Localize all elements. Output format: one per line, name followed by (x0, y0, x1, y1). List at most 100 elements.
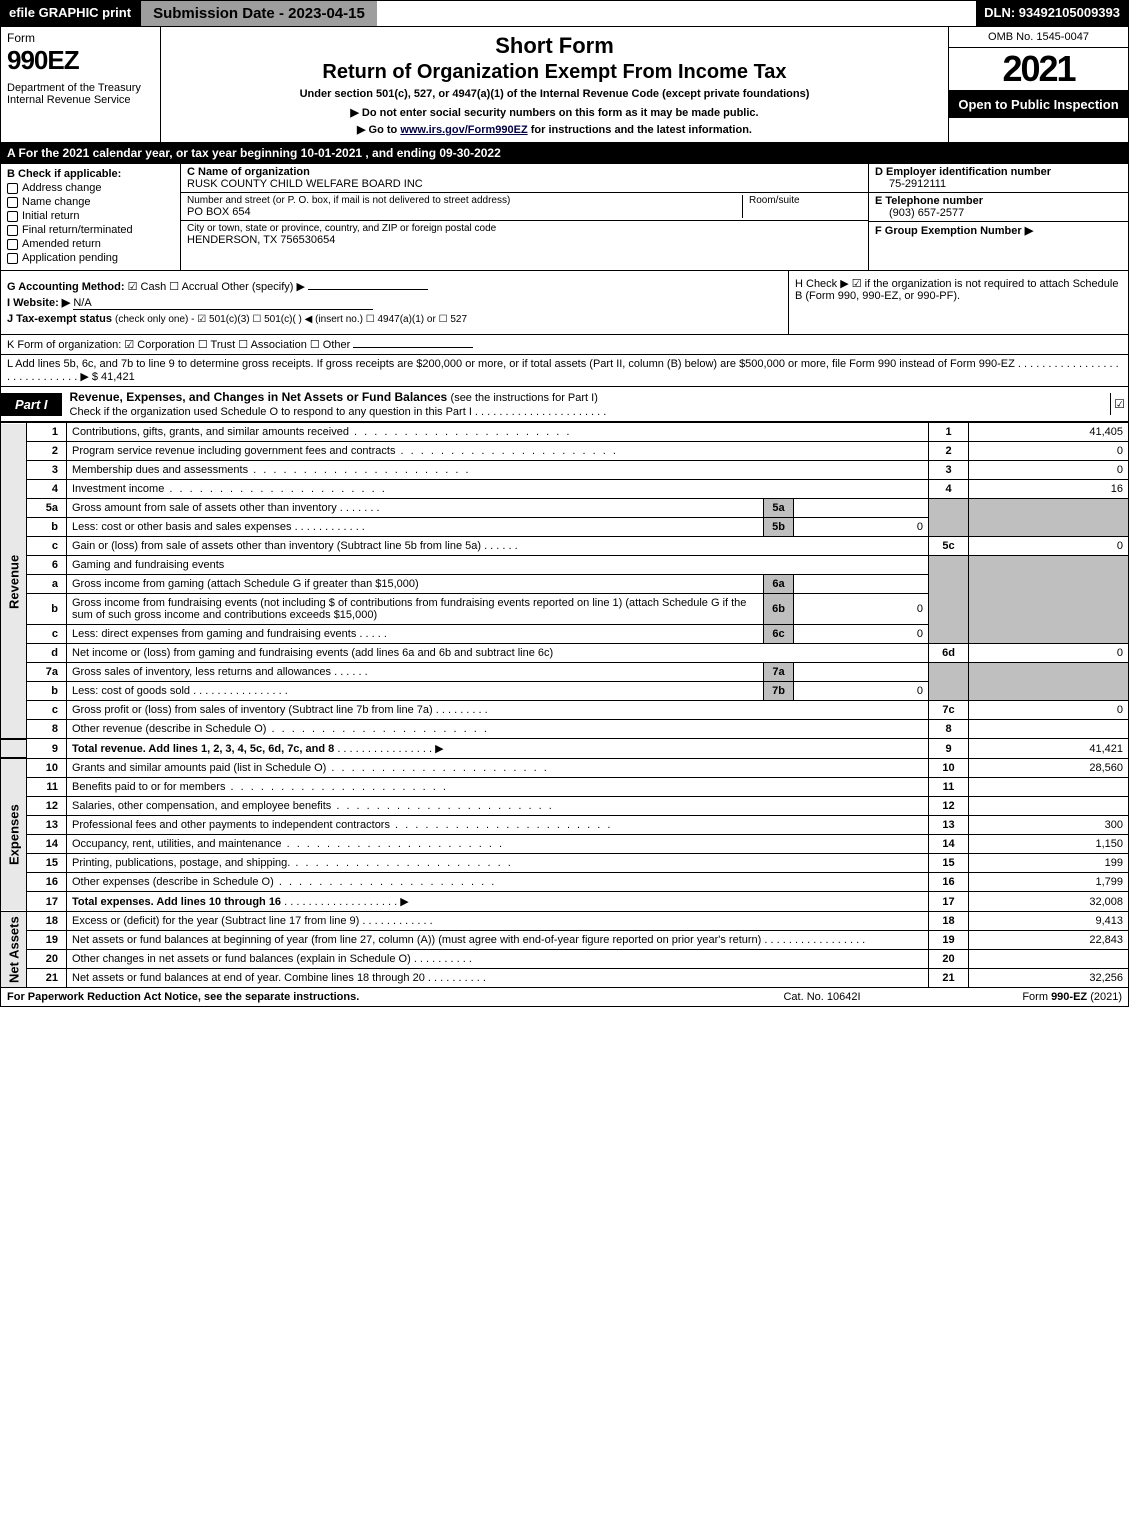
table-row: 2 Program service revenue including gove… (1, 442, 1129, 461)
line-desc: Other changes in net assets or fund bala… (67, 950, 929, 969)
line-rnum: 11 (929, 778, 969, 797)
line-num: a (27, 575, 67, 594)
col-def: D Employer identification number 75-2912… (868, 164, 1128, 270)
section-ghij: G Accounting Method: ☑ Cash ☐ Accrual Ot… (0, 271, 1129, 335)
efile-print-button[interactable]: efile GRAPHIC print (1, 1, 139, 26)
j-options[interactable]: (check only one) - ☑ 501(c)(3) ☐ 501(c)(… (115, 314, 467, 325)
line-desc: Gross income from fundraising events (no… (67, 594, 764, 625)
table-row: 13 Professional fees and other payments … (1, 816, 1129, 835)
table-row: Expenses 10 Grants and similar amounts p… (1, 759, 1129, 778)
footer-form-num: 990-EZ (1051, 991, 1087, 1003)
tax-year: 2021 (949, 48, 1128, 90)
line-num: 1 (27, 423, 67, 442)
city-row: City or town, state or province, country… (181, 221, 868, 270)
g-other[interactable]: Other (specify) ▶ (221, 281, 305, 293)
table-row: 14 Occupancy, rent, utilities, and maint… (1, 835, 1129, 854)
table-row: 15 Printing, publications, postage, and … (1, 854, 1129, 873)
g-other-input[interactable] (308, 289, 428, 290)
line-num: 12 (27, 797, 67, 816)
table-row: 16 Other expenses (describe in Schedule … (1, 873, 1129, 892)
line-desc: Benefits paid to or for members (67, 778, 929, 797)
line-val: 0 (969, 442, 1129, 461)
line-rnum: 17 (929, 892, 969, 912)
line-rnum: 4 (929, 480, 969, 499)
irs-link[interactable]: www.irs.gov/Form990EZ (400, 124, 527, 136)
line-num: 18 (27, 912, 67, 931)
line-val: 1,150 (969, 835, 1129, 854)
line-desc: Grants and similar amounts paid (list in… (67, 759, 929, 778)
line-rnum: 18 (929, 912, 969, 931)
checkbox-icon (7, 225, 18, 236)
footer-form-label: Form (1022, 991, 1051, 1003)
line-desc: Gross sales of inventory, less returns a… (67, 663, 764, 682)
form-word: Form (7, 31, 154, 45)
line-num: c (27, 537, 67, 556)
chk-amended-return[interactable]: Amended return (7, 238, 174, 250)
line-val: 32,008 (969, 892, 1129, 912)
department-label: Department of the Treasury Internal Reve… (7, 82, 154, 106)
chk-final-return[interactable]: Final return/terminated (7, 224, 174, 236)
line-desc: Other expenses (describe in Schedule O) (67, 873, 929, 892)
g-label: G Accounting Method: (7, 281, 125, 293)
line-val: 1,799 (969, 873, 1129, 892)
table-row: 19 Net assets or fund balances at beginn… (1, 931, 1129, 950)
line-num: 5a (27, 499, 67, 518)
form-title-block: Short Form Return of Organization Exempt… (161, 27, 948, 142)
part-i-title-paren: (see the instructions for Part I) (451, 392, 598, 404)
table-row: 11 Benefits paid to or for members 11 (1, 778, 1129, 797)
table-row: 6 Gaming and fundraising events (1, 556, 1129, 575)
ein-value: 75-2912111 (889, 178, 1122, 190)
chk-initial-return[interactable]: Initial return (7, 210, 174, 222)
line-num: c (27, 625, 67, 644)
k-other-input[interactable] (353, 347, 473, 348)
sub-value (794, 499, 929, 518)
chk-name-change[interactable]: Name change (7, 196, 174, 208)
g-accrual[interactable]: ☐ Accrual (169, 281, 218, 293)
row-k-text[interactable]: K Form of organization: ☑ Corporation ☐ … (7, 339, 350, 351)
line-num: 7a (27, 663, 67, 682)
city-label: City or town, state or province, country… (187, 223, 496, 234)
chk-label: Application pending (22, 252, 118, 264)
line-num: 14 (27, 835, 67, 854)
part-i-checkbox[interactable]: ☑ (1110, 393, 1128, 415)
table-row: 8 Other revenue (describe in Schedule O)… (1, 720, 1129, 739)
checkbox-icon (7, 183, 18, 194)
row-l-text: L Add lines 5b, 6c, and 7b to line 9 to … (7, 358, 1119, 383)
line-rnum: 1 (929, 423, 969, 442)
sub3-post: for instructions and the latest informat… (528, 124, 752, 136)
section-b-c-def: B Check if applicable: Address change Na… (0, 164, 1129, 271)
form-id-block: Form 990EZ Department of the Treasury In… (1, 27, 161, 142)
subtitle-irs-link-line: ▶ Go to www.irs.gov/Form990EZ for instru… (171, 123, 938, 136)
chk-address-change[interactable]: Address change (7, 182, 174, 194)
sub-value: 0 (794, 594, 929, 625)
g-cash[interactable]: ☑ Cash (128, 281, 167, 293)
chk-application-pending[interactable]: Application pending (7, 252, 174, 264)
line-rnum: 19 (929, 931, 969, 950)
line-num: 16 (27, 873, 67, 892)
form-header: Form 990EZ Department of the Treasury In… (0, 27, 1129, 143)
sub-value: 0 (794, 518, 929, 537)
line-val: 9,413 (969, 912, 1129, 931)
line-num: b (27, 594, 67, 625)
group-exemption-row: F Group Exemption Number ▶ (869, 222, 1128, 239)
table-row: 5a Gross amount from sale of assets othe… (1, 499, 1129, 518)
line-num: 8 (27, 720, 67, 739)
col-b-checkboxes: B Check if applicable: Address change Na… (1, 164, 181, 270)
line-desc: Net assets or fund balances at beginning… (67, 931, 929, 950)
form-number: 990EZ (7, 45, 154, 76)
part-i-check-line: Check if the organization used Schedule … (70, 406, 607, 418)
sub-label: 6a (764, 575, 794, 594)
line-desc: Printing, publications, postage, and shi… (67, 854, 929, 873)
chk-label: Final return/terminated (22, 224, 133, 236)
line-desc: Excess or (deficit) for the year (Subtra… (67, 912, 929, 931)
part-i-tag: Part I (1, 393, 62, 416)
phone-value: (903) 657-2577 (889, 207, 1122, 219)
line-rnum: 10 (929, 759, 969, 778)
netassets-side-label: Net Assets (1, 912, 27, 988)
website-value: N/A (73, 297, 373, 310)
line-val: 0 (969, 644, 1129, 663)
line-rnum: 8 (929, 720, 969, 739)
arrow-icon: ▶ (435, 743, 443, 755)
line-rnum: 16 (929, 873, 969, 892)
line-num: 21 (27, 969, 67, 988)
